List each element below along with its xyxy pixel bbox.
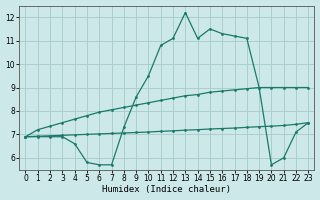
X-axis label: Humidex (Indice chaleur): Humidex (Indice chaleur) [102,185,231,194]
